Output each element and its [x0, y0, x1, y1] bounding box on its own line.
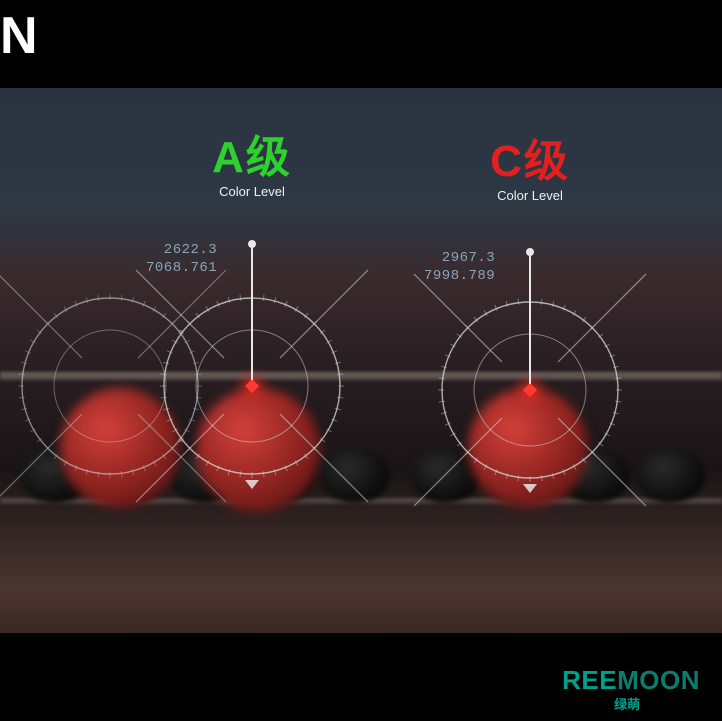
grade-cn: C级 [490, 140, 570, 184]
grade-label: C级 Color Level [490, 140, 570, 203]
brand-logo: REEMOON 绿萌 [562, 665, 700, 713]
letterbox-top: N [0, 0, 722, 88]
conveyor [0, 348, 722, 548]
callout-line [251, 244, 253, 380]
fruit [60, 388, 180, 508]
grade-en: Color Level [212, 184, 292, 199]
roller [320, 448, 390, 503]
fruit [468, 388, 588, 508]
metrics-readout: 2622.37068.761 [146, 242, 217, 277]
video-frame: A级 Color Level 2622.37068.761 C级 Color Level… [0, 88, 722, 633]
grade-label: A级 Color Level [212, 136, 292, 199]
rail-upper [0, 372, 722, 380]
grade-cn: A级 [212, 136, 292, 180]
metrics-readout: 2967.37998.789 [424, 250, 495, 285]
callout-line [529, 252, 531, 384]
roller [635, 448, 705, 503]
brand-latin: REEMOON [562, 665, 700, 696]
fruit [196, 388, 320, 512]
logo-fragment: N [0, 6, 38, 66]
brand-cn: 绿萌 [614, 694, 700, 713]
grade-en: Color Level [490, 188, 570, 203]
